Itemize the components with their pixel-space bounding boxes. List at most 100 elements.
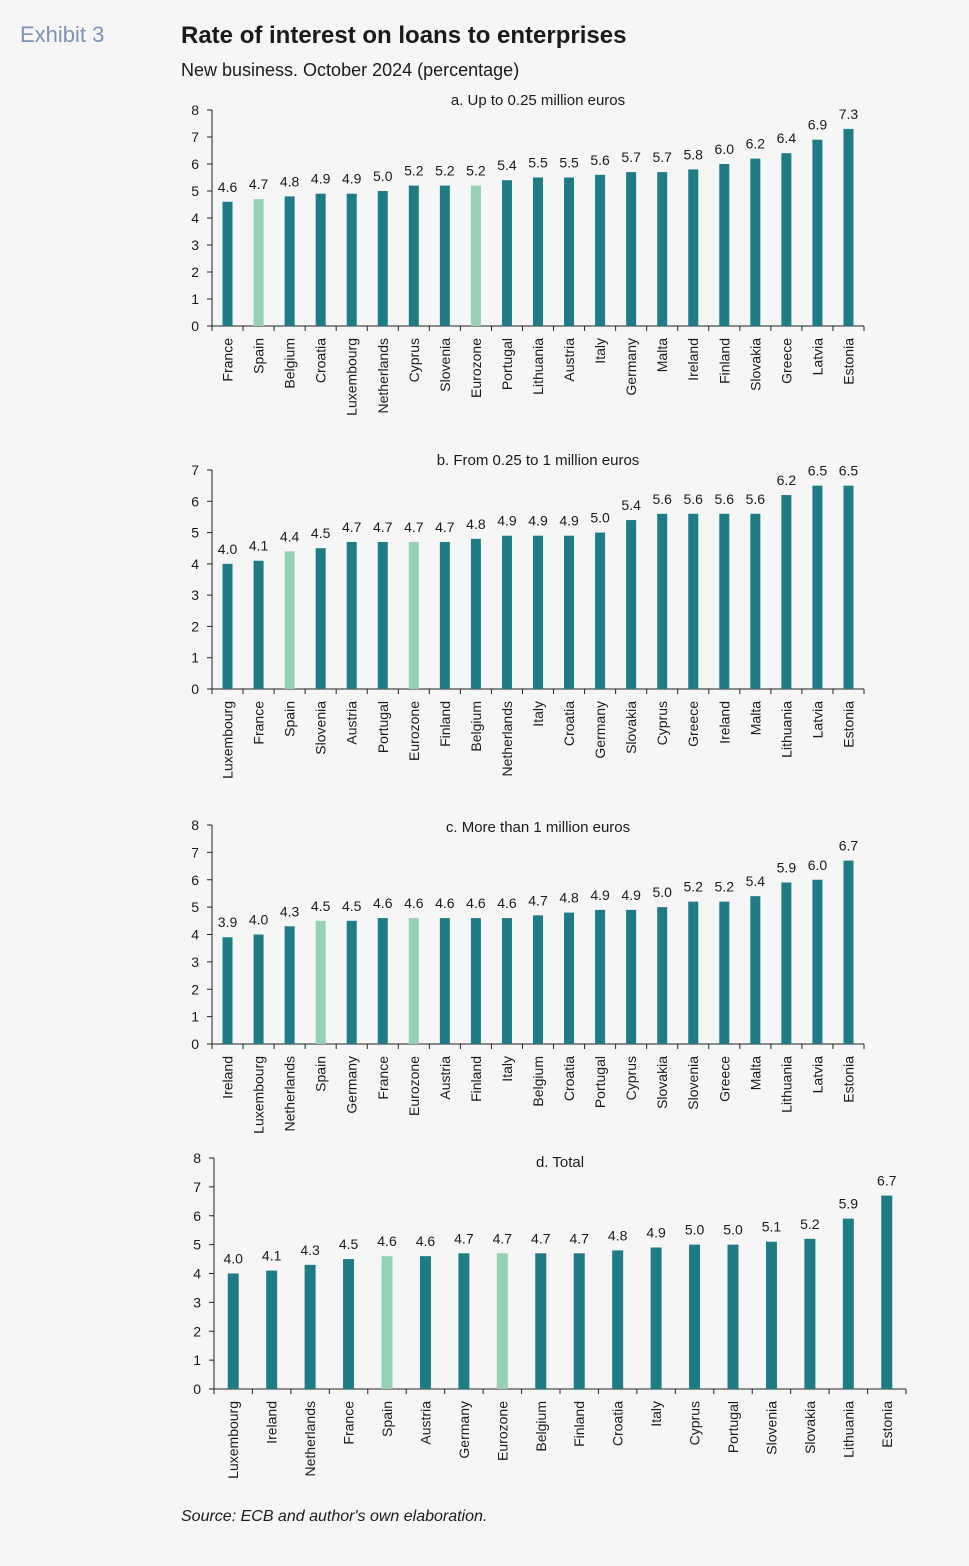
data-label: 5.5	[528, 155, 548, 171]
data-label: 4.6	[416, 1233, 436, 1249]
category-label: Estonia	[840, 701, 856, 748]
bar	[343, 1259, 355, 1389]
data-label: 6.9	[808, 117, 828, 133]
data-label: 4.4	[280, 528, 300, 544]
data-label: 5.7	[621, 149, 641, 165]
y-tick-label: 7	[191, 129, 199, 145]
data-label: 5.7	[652, 149, 672, 165]
data-label: 4.6	[435, 895, 455, 911]
bar	[501, 918, 512, 1044]
category-label: Finland	[437, 701, 453, 747]
category-label: Portugal	[375, 701, 391, 753]
chart-title: a. Up to 0.25 million euros	[451, 92, 625, 109]
category-label: Finland	[571, 1401, 587, 1447]
category-label: France	[220, 338, 236, 382]
bar	[650, 1247, 662, 1389]
category-label: Slovakia	[747, 338, 763, 391]
data-label: 5.2	[684, 879, 704, 895]
data-label: 4.7	[569, 1230, 589, 1246]
chart-c: c. More than 1 million euros 0 1 2 3 4 5 6 7 8 3.9…	[191, 817, 865, 1134]
data-label: 4.9	[646, 1225, 666, 1241]
y-tick-label: 1	[191, 650, 199, 666]
data-label: 5.0	[723, 1222, 743, 1238]
category-label: Luxembourg	[251, 1056, 267, 1134]
chart-a: a. Up to 0.25 million euros 0 1 2 3 4 5 6 7 8 4.6 F…	[191, 92, 865, 416]
bar	[781, 153, 792, 326]
bar	[496, 1253, 508, 1389]
bar	[501, 535, 512, 689]
category-label: Latvia	[809, 1056, 825, 1094]
bar	[253, 560, 264, 689]
category-label: Eurozone	[406, 1056, 422, 1116]
bar	[688, 513, 699, 689]
bar	[408, 185, 419, 326]
data-label: 4.7	[528, 892, 548, 908]
page-title: Rate of interest on loans to enterprises	[181, 22, 627, 49]
y-tick-label: 6	[191, 493, 199, 509]
bar	[595, 532, 606, 689]
category-label: Italy	[530, 701, 546, 727]
category-label: Greece	[716, 1056, 732, 1102]
category-label: Luxembourg	[220, 701, 236, 779]
data-label: 4.5	[342, 898, 362, 914]
bar	[315, 920, 326, 1044]
bar	[689, 1244, 701, 1389]
bar	[612, 1250, 624, 1389]
category-label: Belgium	[530, 1056, 546, 1107]
category-label: Lithuania	[778, 701, 794, 758]
category-label: Croatia	[610, 1401, 626, 1446]
data-label: 6.4	[777, 130, 797, 146]
data-label: 4.0	[223, 1251, 243, 1267]
category-label: Malta	[747, 1056, 763, 1090]
bar	[812, 139, 823, 326]
category-label: Netherlands	[302, 1401, 318, 1477]
page-subtitle: New business. October 2024 (percentage)	[181, 60, 520, 80]
bar	[439, 918, 450, 1044]
data-label: 4.5	[311, 525, 331, 541]
bar	[377, 191, 388, 326]
y-tick-label: 5	[193, 1237, 201, 1253]
category-label: Croatia	[313, 338, 329, 383]
category-label: Italy	[592, 338, 608, 364]
category-label: Portugal	[499, 338, 515, 390]
category-label: Estonia	[879, 1401, 895, 1448]
y-tick-label: 4	[191, 927, 199, 943]
bar	[284, 196, 295, 326]
y-tick-label: 6	[191, 156, 199, 172]
category-label: Croatia	[561, 701, 577, 746]
bar	[843, 128, 854, 326]
data-label: 4.7	[249, 176, 269, 192]
bar	[812, 879, 823, 1044]
data-label: 4.9	[528, 513, 548, 529]
data-label: 5.2	[404, 163, 424, 179]
bar	[408, 541, 419, 689]
data-label: 6.2	[777, 472, 797, 488]
data-label: 4.7	[531, 1230, 551, 1246]
category-label: Luxembourg	[344, 338, 360, 416]
bar	[765, 1241, 777, 1389]
bar	[253, 199, 264, 326]
bar	[781, 495, 792, 689]
category-label: Slovakia	[654, 1056, 670, 1109]
bar	[533, 535, 543, 689]
y-tick-label: 2	[191, 264, 199, 280]
data-label: 5.9	[777, 859, 797, 875]
category-label: Eurozone	[468, 338, 484, 398]
category-label: Italy	[499, 1056, 515, 1082]
data-label: 5.0	[590, 510, 610, 526]
data-label: 4.9	[497, 513, 517, 529]
bar	[688, 169, 699, 326]
bar	[533, 915, 543, 1044]
data-label: 6.0	[808, 857, 828, 873]
data-label: 5.0	[373, 168, 393, 184]
bar	[781, 882, 792, 1044]
data-label: 5.0	[685, 1222, 705, 1238]
category-label: Cyprus	[406, 338, 422, 382]
data-label: 5.1	[762, 1219, 782, 1235]
y-tick-label: 0	[191, 318, 199, 334]
category-label: Greece	[778, 338, 794, 384]
category-label: Croatia	[561, 1056, 577, 1101]
category-label: Netherlands	[499, 701, 515, 777]
bar	[346, 541, 357, 689]
data-label: 5.6	[652, 491, 672, 507]
